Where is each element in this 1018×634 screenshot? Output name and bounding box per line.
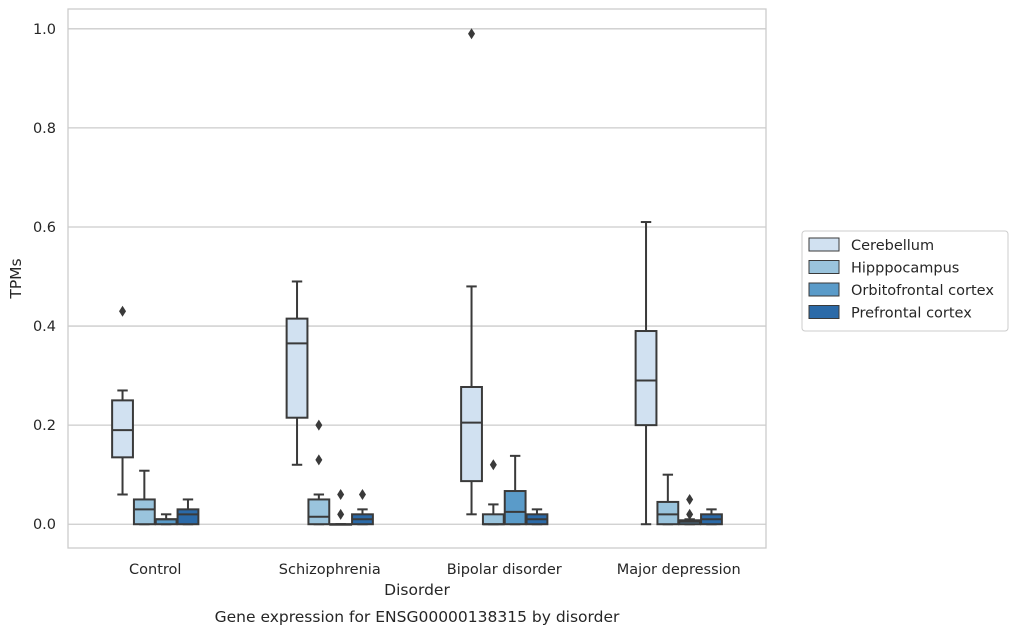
legend-swatch — [808, 305, 840, 319]
outlier-point — [686, 508, 694, 520]
y-tick-label: 0.0 — [33, 517, 56, 533]
box-group — [460, 28, 549, 526]
y-tick-label: 1.0 — [33, 22, 56, 38]
y-tick-label: 0.8 — [33, 121, 56, 137]
y-tick-label: 0.4 — [33, 319, 56, 335]
legend-swatch — [808, 282, 840, 297]
y-axis-label: TPMs — [7, 258, 25, 299]
x-tick-label: Bipolar disorder — [447, 562, 562, 578]
legend-swatch — [808, 260, 840, 274]
outlier-point — [489, 459, 497, 471]
plot-area-frame — [67, 8, 767, 549]
y-grid-lines — [68, 28, 766, 525]
box-group — [111, 305, 200, 526]
box-plot-groups — [111, 28, 723, 526]
chart-caption: Gene expression for ENSG00000138315 by d… — [215, 608, 620, 626]
legend: Cerebellum Hipppocampus Orbitofrontal cort… — [801, 230, 1009, 332]
outlier-point — [315, 454, 323, 466]
outlier-point — [358, 488, 366, 500]
box — [111, 399, 134, 459]
legend-frame — [801, 230, 1009, 332]
outlier-point — [686, 493, 694, 505]
outlier-point — [468, 28, 476, 40]
x-tick-labels: Control Schizophrenia Bipolar disorder Majo… — [129, 562, 741, 578]
x-tick-label: Schizophrenia — [279, 562, 381, 578]
legend-label: Cerebellum — [851, 238, 934, 254]
x-axis-label: Disorder — [384, 581, 450, 599]
outlier-point — [337, 508, 345, 520]
outlier-point — [119, 305, 127, 317]
box — [176, 508, 200, 526]
x-tick-label: Major depression — [617, 562, 741, 578]
box — [132, 498, 156, 526]
legend-label: Hipppocampus — [851, 261, 959, 277]
legend-label: Prefrontal cortex — [851, 306, 972, 322]
outlier-point — [337, 488, 345, 500]
y-tick-label: 0.6 — [33, 220, 56, 236]
box — [503, 490, 527, 526]
box — [656, 500, 680, 526]
box — [481, 513, 505, 526]
outlier-point — [315, 419, 323, 431]
y-tick-label: 0.2 — [33, 418, 56, 434]
box-group — [285, 280, 374, 526]
box — [460, 385, 483, 483]
x-tick-label: Control — [129, 562, 181, 578]
box — [307, 498, 331, 526]
legend-label: Orbitofrontal cortex — [851, 283, 994, 299]
legend-swatch — [808, 237, 840, 252]
y-tick-labels: 0.0 0.2 0.4 0.6 0.8 1.0 — [33, 22, 56, 533]
box — [285, 317, 309, 419]
box — [634, 330, 658, 427]
box-group — [634, 221, 723, 526]
